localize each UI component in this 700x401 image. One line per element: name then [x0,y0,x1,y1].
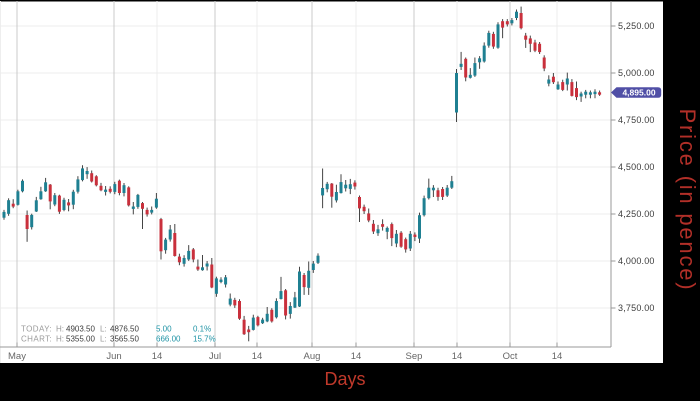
svg-text:Oct: Oct [503,351,518,362]
svg-text:14: 14 [351,351,362,362]
svg-text:4876.50: 4876.50 [110,325,139,334]
svg-text:4903.50: 4903.50 [66,325,95,334]
svg-text:5,250.00: 5,250.00 [618,21,655,31]
svg-text:5355.00: 5355.00 [66,335,95,344]
svg-text:CHART:: CHART: [21,335,52,344]
svg-text:4,000.00: 4,000.00 [618,256,655,266]
svg-text:14: 14 [152,351,163,362]
svg-text:May: May [8,351,26,362]
svg-text:Sep: Sep [406,351,423,362]
svg-text:TODAY:: TODAY: [21,325,52,334]
svg-text:L:: L: [100,325,107,334]
svg-text:4,750.00: 4,750.00 [618,115,655,125]
svg-text:14: 14 [252,351,263,362]
svg-text:0.1%: 0.1% [193,325,211,334]
svg-text:15.7%: 15.7% [193,335,216,344]
svg-text:H:: H: [56,335,64,344]
svg-text:3565.50: 3565.50 [110,335,139,344]
svg-text:4,895.00: 4,895.00 [622,88,655,98]
svg-text:4,500.00: 4,500.00 [618,162,655,172]
svg-text:14: 14 [452,351,463,362]
svg-text:14: 14 [552,351,563,362]
svg-text:4,250.00: 4,250.00 [618,209,655,219]
svg-text:L:: L: [100,335,107,344]
svg-text:Price (in pence): Price (in pence) [675,109,700,292]
svg-text:Days: Days [324,369,365,389]
svg-text:5.00: 5.00 [156,325,172,334]
svg-text:H:: H: [56,325,64,334]
svg-text:Jun: Jun [106,351,121,362]
svg-text:5,000.00: 5,000.00 [618,68,655,78]
svg-text:Jul: Jul [209,351,221,362]
svg-text:666.00: 666.00 [156,335,181,344]
svg-text:Aug: Aug [304,351,321,362]
svg-text:3,750.00: 3,750.00 [618,303,655,313]
